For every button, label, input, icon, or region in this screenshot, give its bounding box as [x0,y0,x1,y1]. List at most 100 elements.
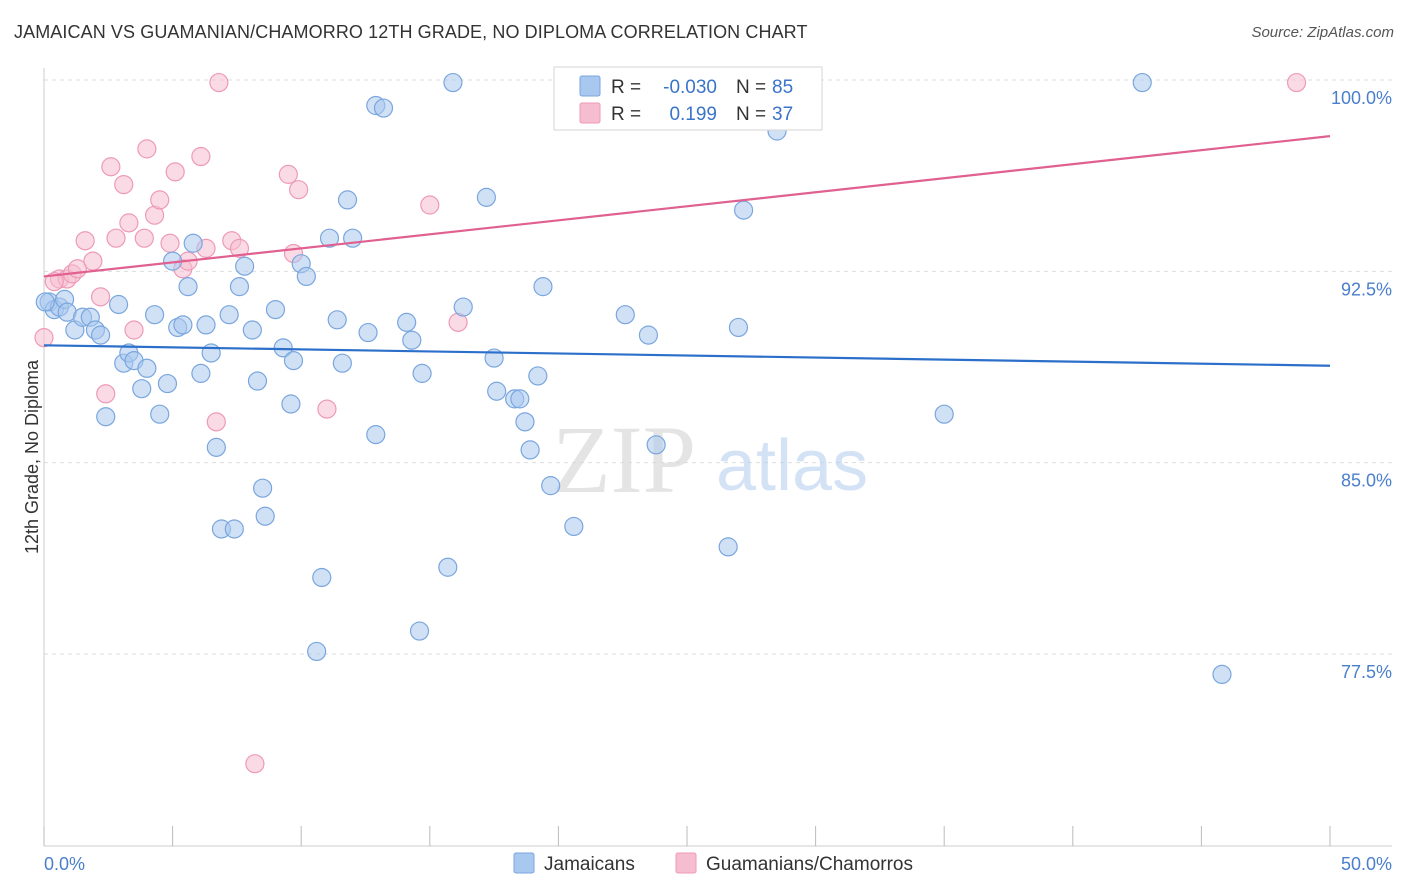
data-point-jamaicans [183,233,203,253]
grid-lines [44,79,1392,655]
data-point-jamaicans [1212,664,1232,685]
data-point-jamaicans [35,292,55,312]
data-point-guamanians [206,412,226,432]
data-point-jamaicans [373,98,394,118]
data-point-jamaicans [718,537,738,557]
axes [43,68,1392,847]
data-point-jamaicans [515,412,535,432]
data-point-jamaicans [178,277,198,297]
data-point-jamaicans [229,277,250,297]
y-tick-label: 92.5% [1341,279,1392,299]
data-point-guamanians [191,146,211,167]
watermark-atlas: atlas [716,426,868,506]
stats-legend-swatch-blue [579,75,601,97]
data-point-jamaicans [438,557,458,577]
data-point-guamanians [278,164,298,184]
data-point-jamaicans [242,320,262,340]
data-point-guamanians [1286,72,1307,93]
data-point-jamaicans [487,381,507,401]
data-point-jamaicans [144,305,165,325]
data-point-guamanians [137,139,157,159]
data-point-jamaicans [201,343,221,363]
trend-line-jamaicans [43,344,1331,367]
stats-n-value-pink: 37 [772,104,793,125]
data-point-jamaicans [319,228,340,248]
stats-r-value-pink: 0.199 [669,104,717,125]
trend-lines [43,135,1331,367]
data-point-guamanians [229,238,250,258]
data-point-guamanians [124,320,144,340]
data-point-jamaicans [273,338,293,358]
data-point-guamanians [150,190,170,210]
data-point-jamaicans [283,351,304,371]
stats-n-label-blue: N = [736,77,766,98]
data-point-guamanians [165,162,185,182]
data-point-jamaicans [520,440,540,460]
data-point-jamaicans [191,363,211,383]
data-point-jamaicans [327,310,347,330]
data-point-jamaicans [196,315,216,335]
y-axis-label: 12th Grade, No Diploma [22,359,42,554]
data-point-jamaicans [358,322,378,343]
bottom-legend-label-guamanians: Guamanians/Chamorros [706,854,913,875]
data-point-jamaicans [90,325,111,345]
data-point-jamaicans [173,315,193,335]
x-tick-label: 0.0% [44,854,85,874]
data-point-guamanians [90,287,111,307]
chart-title: JAMAICAN VS GUAMANIAN/CHAMORRO 12TH GRAD… [14,22,808,42]
data-point-jamaicans [337,190,358,210]
data-point-jamaicans [1132,72,1152,93]
data-point-jamaicans [564,516,584,537]
y-tick-labels: 77.5% 85.0% 92.5% 100.0% [1331,88,1392,682]
data-point-jamaicans [108,294,129,315]
data-point-guamanians [75,231,95,251]
data-point-jamaicans [409,621,430,641]
data-point-jamaicans [934,404,954,424]
stats-n-label-pink: N = [736,104,766,125]
data-point-jamaicans [235,256,255,276]
bottom-legend: Jamaicans Guamanians/Chamorros [513,852,913,875]
data-point-guamanians [119,213,139,233]
data-point-jamaicans [150,404,170,424]
data-point-jamaicans [255,506,275,526]
data-point-jamaicans [137,358,157,378]
data-point-jamaicans [206,437,226,457]
data-point-jamaicans [443,72,463,93]
trend-line-guamanians [43,135,1331,278]
data-point-jamaicans [253,478,273,498]
data-point-jamaicans [541,476,561,496]
stats-r-label-blue: R = [611,77,641,98]
bottom-legend-label-jamaicans: Jamaicans [544,854,635,875]
data-point-guamanians [160,233,180,253]
series-jamaicans-points [35,72,1232,685]
data-point-jamaicans [224,519,244,539]
data-point-jamaicans [528,366,548,386]
data-point-jamaicans [397,312,417,332]
data-point-jamaicans [733,200,754,220]
stats-legend-swatch-pink [579,102,601,124]
data-point-jamaicans [728,317,749,338]
chart-source: Source: ZipAtlas.com [1251,24,1394,41]
data-point-jamaicans [615,305,635,325]
data-point-guamanians [420,195,440,215]
data-point-jamaicans [533,277,553,297]
data-point-guamanians [209,72,229,93]
data-point-jamaicans [402,330,422,350]
data-point-jamaicans [157,373,178,394]
data-point-jamaicans [332,353,352,373]
data-point-jamaicans [646,435,666,455]
data-point-jamaicans [296,266,316,287]
data-point-jamaicans [412,363,432,383]
y-tick-label: 85.0% [1341,471,1392,491]
data-point-jamaicans [312,567,332,588]
data-point-guamanians [44,271,64,292]
bottom-legend-swatch-jamaicans [513,852,535,874]
data-point-jamaicans [219,305,239,325]
data-point-guamanians [289,180,309,200]
x-tick-labels: 0.0% 50.0% [44,854,1392,874]
data-point-guamanians [114,174,134,195]
data-point-jamaicans [96,407,116,427]
watermark-zip: ZIP [552,406,696,513]
stats-legend: R = -0.030 N = 85 R = 0.199 N = 37 [553,66,823,131]
